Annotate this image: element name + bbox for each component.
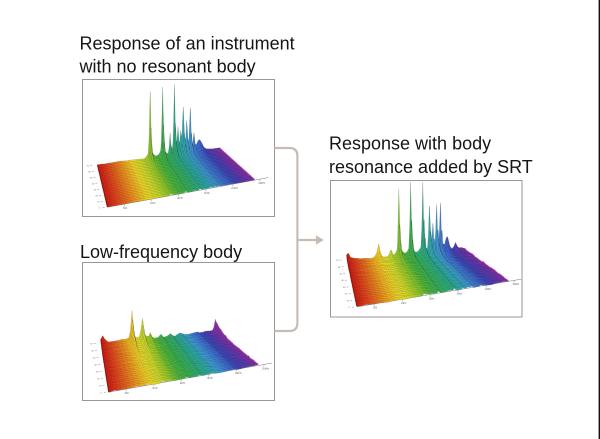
svg-text:5kHz: 5kHz xyxy=(207,377,213,380)
svg-text:1kHz: 1kHz xyxy=(150,202,156,205)
svg-text:10kHz: 10kHz xyxy=(235,372,243,375)
svg-text:0: 0 xyxy=(100,392,102,394)
svg-text:10kHz: 10kHz xyxy=(485,288,493,291)
svg-text:20kHz: 20kHz xyxy=(258,182,266,185)
svg-text:20: 20 xyxy=(345,294,348,296)
svg-text:60: 60 xyxy=(338,267,341,269)
svg-text:500: 500 xyxy=(125,392,130,395)
svg-text:2kHz: 2kHz xyxy=(429,297,435,300)
svg-text:5kHz: 5kHz xyxy=(457,293,463,296)
svg-text:2kHz: 2kHz xyxy=(180,382,186,385)
svg-text:1kHz: 1kHz xyxy=(152,387,158,390)
svg-text:0: 0 xyxy=(348,307,350,309)
svg-text:30: 30 xyxy=(343,287,346,289)
svg-text:30: 30 xyxy=(94,189,97,191)
svg-text:0: 0 xyxy=(99,207,101,209)
svg-text:10kHz: 10kHz xyxy=(231,187,239,190)
svg-text:50: 50 xyxy=(340,274,343,276)
svg-text:40: 40 xyxy=(341,280,344,282)
svg-text:50: 50 xyxy=(93,357,96,359)
svg-text:10: 10 xyxy=(99,385,102,387)
svg-text:20: 20 xyxy=(95,195,98,197)
svg-text:70: 70 xyxy=(90,343,93,345)
svg-text:500: 500 xyxy=(373,307,378,310)
svg-text:60: 60 xyxy=(92,350,95,352)
svg-text:2kHz: 2kHz xyxy=(177,197,183,200)
svg-text:10: 10 xyxy=(97,201,100,203)
svg-text:500: 500 xyxy=(123,207,128,210)
svg-text:Response with body: Response with body xyxy=(329,134,491,154)
svg-text:Low-frequency body: Low-frequency body xyxy=(80,242,242,262)
svg-text:1kHz: 1kHz xyxy=(401,302,407,305)
svg-text:20: 20 xyxy=(97,378,100,380)
svg-text:70: 70 xyxy=(87,165,90,167)
svg-text:50: 50 xyxy=(90,177,93,179)
svg-text:20kHz: 20kHz xyxy=(262,367,270,370)
svg-text:20kHz: 20kHz xyxy=(513,283,521,286)
svg-text:5kHz: 5kHz xyxy=(204,192,210,195)
svg-text:10: 10 xyxy=(347,300,350,302)
svg-text:30: 30 xyxy=(96,371,99,373)
svg-text:with no resonant body: with no resonant body xyxy=(79,57,256,77)
svg-text:Response of an instrument: Response of an instrument xyxy=(80,33,295,53)
svg-text:70: 70 xyxy=(336,260,339,262)
svg-text:40: 40 xyxy=(94,364,97,366)
svg-text:60: 60 xyxy=(88,171,91,173)
svg-text:40: 40 xyxy=(92,183,95,185)
svg-text:resonance added by SRT: resonance added by SRT xyxy=(329,157,533,177)
